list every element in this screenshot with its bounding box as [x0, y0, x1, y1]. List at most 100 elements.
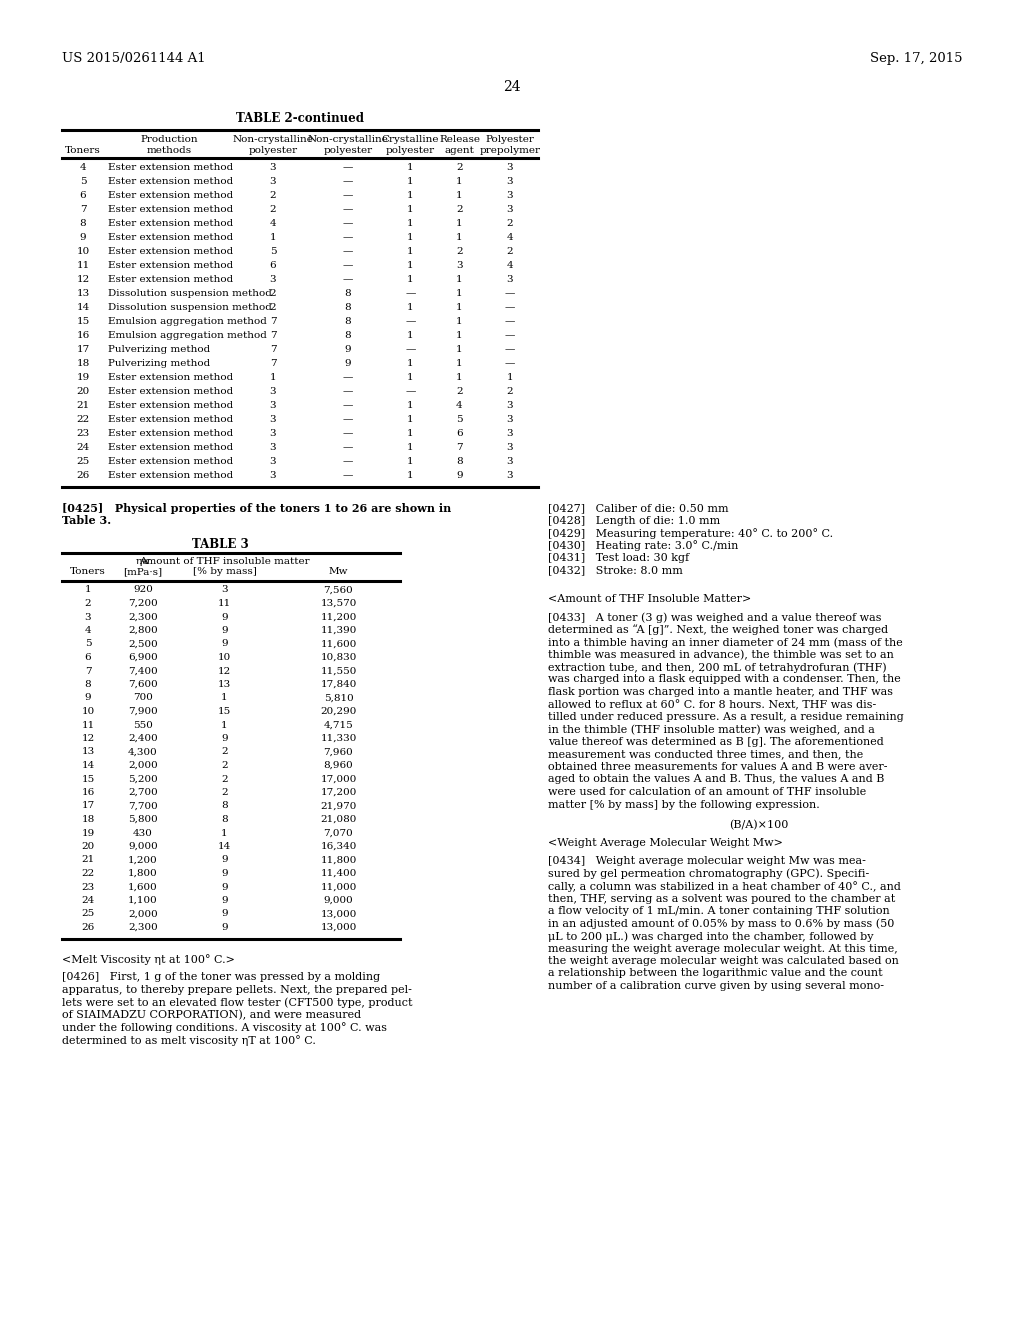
Text: 1: 1 — [456, 304, 463, 312]
Text: 7: 7 — [456, 444, 463, 451]
Text: 1: 1 — [408, 414, 414, 424]
Text: 3: 3 — [221, 586, 227, 594]
Text: 1: 1 — [456, 359, 463, 368]
Text: 3: 3 — [269, 275, 276, 284]
Text: —: — — [406, 387, 416, 396]
Text: Ester extension method: Ester extension method — [108, 261, 233, 271]
Text: 5,810: 5,810 — [324, 693, 353, 702]
Text: 10: 10 — [77, 247, 90, 256]
Text: polyester: polyester — [386, 147, 435, 154]
Text: 11: 11 — [81, 721, 94, 730]
Text: 11,330: 11,330 — [321, 734, 356, 743]
Text: 3: 3 — [269, 401, 276, 411]
Text: determined as “A [g]”. Next, the weighed toner was charged: determined as “A [g]”. Next, the weighed… — [548, 624, 888, 635]
Text: Toners: Toners — [66, 147, 101, 154]
Text: Release: Release — [439, 135, 480, 144]
Text: 3: 3 — [507, 162, 513, 172]
Text: 23: 23 — [81, 883, 94, 891]
Text: TABLE 3: TABLE 3 — [191, 537, 249, 550]
Text: [0430]   Heating rate: 3.0° C./min: [0430] Heating rate: 3.0° C./min — [548, 540, 738, 552]
Text: 13,000: 13,000 — [321, 909, 356, 919]
Text: in an adjusted amount of 0.05% by mass to 0.6% by mass (50: in an adjusted amount of 0.05% by mass t… — [548, 919, 894, 929]
Text: 7,200: 7,200 — [128, 599, 158, 609]
Text: agent: agent — [444, 147, 474, 154]
Text: prepolymer: prepolymer — [479, 147, 541, 154]
Text: 9: 9 — [221, 855, 227, 865]
Text: 9: 9 — [221, 639, 227, 648]
Text: 14: 14 — [218, 842, 231, 851]
Text: 20: 20 — [77, 387, 90, 396]
Text: 10: 10 — [81, 708, 94, 715]
Text: 1: 1 — [456, 331, 463, 341]
Text: 6: 6 — [80, 191, 86, 201]
Text: matter [% by mass] by the following expression.: matter [% by mass] by the following expr… — [548, 800, 820, 809]
Text: <Melt Viscosity ηt at 100° C.>: <Melt Viscosity ηt at 100° C.> — [62, 954, 234, 965]
Text: 7,560: 7,560 — [324, 586, 353, 594]
Text: —: — — [505, 317, 515, 326]
Text: [0429]   Measuring temperature: 40° C. to 200° C.: [0429] Measuring temperature: 40° C. to … — [548, 528, 834, 539]
Text: Table 3.: Table 3. — [62, 516, 112, 527]
Text: Pulverizing method: Pulverizing method — [108, 359, 210, 368]
Text: sured by gel permeation chromatography (GPC). Specifi-: sured by gel permeation chromatography (… — [548, 869, 869, 879]
Text: 1: 1 — [408, 177, 414, 186]
Text: 1: 1 — [408, 401, 414, 411]
Text: 11,550: 11,550 — [321, 667, 356, 676]
Text: TABLE 2-continued: TABLE 2-continued — [236, 112, 364, 125]
Text: into a thimble having an inner diameter of 24 mm (mass of the: into a thimble having an inner diameter … — [548, 638, 903, 648]
Text: —: — — [343, 177, 353, 186]
Text: 1: 1 — [408, 275, 414, 284]
Text: —: — — [343, 261, 353, 271]
Text: 2,300: 2,300 — [128, 612, 158, 622]
Text: —: — — [343, 471, 353, 480]
Text: [0425]   Physical properties of the toners 1 to 26 are shown in: [0425] Physical properties of the toners… — [62, 503, 452, 513]
Text: 9: 9 — [221, 923, 227, 932]
Text: 26: 26 — [81, 923, 94, 932]
Text: Ester extension method: Ester extension method — [108, 414, 233, 424]
Text: —: — — [343, 162, 353, 172]
Text: were used for calculation of an amount of THF insoluble: were used for calculation of an amount o… — [548, 787, 866, 797]
Text: 17: 17 — [77, 345, 90, 354]
Text: 4,715: 4,715 — [324, 721, 353, 730]
Text: extraction tube, and then, 200 mL of tetrahydrofuran (THF): extraction tube, and then, 200 mL of tet… — [548, 663, 887, 673]
Text: 1: 1 — [456, 275, 463, 284]
Text: 1: 1 — [408, 261, 414, 271]
Text: 15: 15 — [77, 317, 90, 326]
Text: 13,000: 13,000 — [321, 923, 356, 932]
Text: Ester extension method: Ester extension method — [108, 191, 233, 201]
Text: 9: 9 — [456, 471, 463, 480]
Text: 21: 21 — [77, 401, 90, 411]
Text: 2: 2 — [221, 747, 227, 756]
Text: Dissolution suspension method: Dissolution suspension method — [108, 289, 272, 298]
Text: —: — — [406, 345, 416, 354]
Text: 11,200: 11,200 — [321, 612, 356, 622]
Text: Polyester: Polyester — [485, 135, 535, 144]
Text: Dissolution suspension method: Dissolution suspension method — [108, 304, 272, 312]
Text: 1: 1 — [221, 721, 227, 730]
Text: measuring the weight average molecular weight. At this time,: measuring the weight average molecular w… — [548, 944, 898, 953]
Text: 1: 1 — [221, 693, 227, 702]
Text: 15: 15 — [218, 708, 231, 715]
Text: 10: 10 — [218, 653, 231, 663]
Text: 8: 8 — [221, 801, 227, 810]
Text: 13: 13 — [77, 289, 90, 298]
Text: 2: 2 — [507, 247, 513, 256]
Text: 14: 14 — [81, 762, 94, 770]
Text: in the thimble (THF insoluble matter) was weighed, and a: in the thimble (THF insoluble matter) wa… — [548, 725, 874, 735]
Text: 3: 3 — [507, 414, 513, 424]
Text: 9,000: 9,000 — [324, 896, 353, 906]
Text: Ester extension method: Ester extension method — [108, 177, 233, 186]
Text: (B/A)×100: (B/A)×100 — [729, 820, 788, 830]
Text: 1: 1 — [408, 374, 414, 381]
Text: 1: 1 — [85, 586, 91, 594]
Text: 18: 18 — [81, 814, 94, 824]
Text: 26: 26 — [77, 471, 90, 480]
Text: under the following conditions. A viscosity at 100° C. was: under the following conditions. A viscos… — [62, 1023, 387, 1034]
Text: 7: 7 — [269, 345, 276, 354]
Text: 21,970: 21,970 — [321, 801, 356, 810]
Text: Ester extension method: Ester extension method — [108, 387, 233, 396]
Text: 6: 6 — [456, 429, 463, 438]
Text: 430: 430 — [133, 829, 153, 837]
Text: —: — — [343, 401, 353, 411]
Text: —: — — [343, 414, 353, 424]
Text: 2: 2 — [507, 219, 513, 228]
